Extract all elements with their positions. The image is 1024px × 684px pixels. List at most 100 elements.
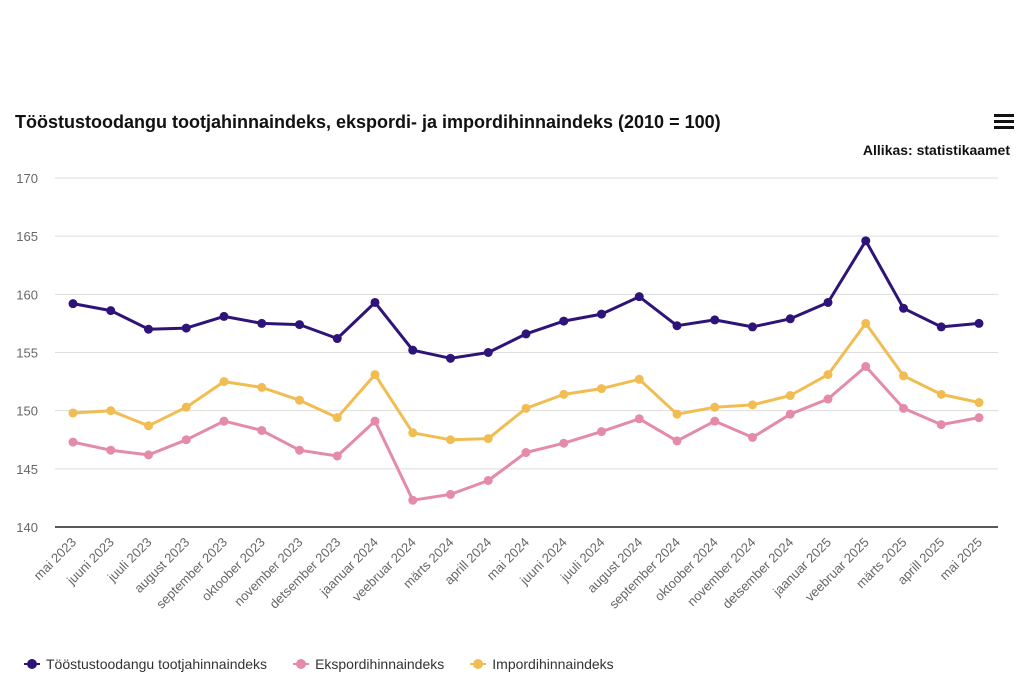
data-point[interactable]: [106, 445, 116, 455]
data-point[interactable]: [68, 408, 78, 418]
y-tick-label: 165: [16, 229, 38, 244]
data-point[interactable]: [785, 391, 795, 401]
data-point[interactable]: [219, 377, 229, 387]
data-point[interactable]: [899, 371, 908, 381]
data-point[interactable]: [332, 451, 342, 461]
legend-swatch: [24, 659, 40, 669]
data-point[interactable]: [936, 322, 946, 332]
data-point[interactable]: [483, 348, 493, 357]
y-tick-label: 145: [16, 462, 38, 477]
data-point[interactable]: [370, 370, 380, 380]
data-point[interactable]: [936, 420, 946, 430]
data-point[interactable]: [68, 437, 78, 447]
data-point[interactable]: [295, 445, 304, 455]
data-point[interactable]: [332, 413, 342, 423]
chart-title: Tööstustoodangu tootjahinnaindeks, ekspo…: [15, 112, 721, 132]
data-point[interactable]: [710, 315, 720, 325]
series-2: [68, 318, 984, 445]
data-point[interactable]: [597, 309, 606, 319]
data-point[interactable]: [672, 321, 682, 331]
data-point[interactable]: [219, 311, 229, 321]
data-point[interactable]: [559, 438, 569, 448]
data-point[interactable]: [521, 329, 531, 339]
data-point[interactable]: [483, 475, 493, 485]
data-point[interactable]: [785, 409, 795, 419]
y-tick-label: 150: [16, 404, 38, 419]
legend-label: Impordihinnaindeks: [492, 656, 614, 672]
data-point[interactable]: [106, 306, 116, 316]
data-point[interactable]: [823, 394, 833, 404]
series-line: [71, 321, 981, 442]
data-point[interactable]: [446, 353, 455, 363]
data-point[interactable]: [181, 435, 191, 445]
data-point[interactable]: [370, 297, 380, 307]
data-point[interactable]: [332, 334, 342, 344]
data-point[interactable]: [295, 395, 304, 405]
data-point[interactable]: [710, 402, 720, 412]
series-1: [68, 361, 984, 505]
data-point[interactable]: [144, 421, 153, 431]
data-point[interactable]: [785, 314, 795, 324]
data-point[interactable]: [861, 318, 871, 328]
series-line: [71, 239, 981, 360]
data-point[interactable]: [446, 489, 455, 499]
data-point[interactable]: [634, 414, 644, 424]
y-tick-label: 140: [16, 520, 38, 535]
data-point[interactable]: [936, 389, 946, 399]
data-point[interactable]: [144, 450, 153, 460]
legend-label: Tööstustoodangu tootjahinnaindeks: [46, 656, 268, 672]
legend-item[interactable]: Ekspordihinnaindeks: [293, 656, 444, 672]
data-point[interactable]: [597, 384, 606, 394]
legend-label: Ekspordihinnaindeks: [315, 656, 445, 672]
data-point[interactable]: [483, 434, 493, 444]
legend-item[interactable]: Impordihinnaindeks: [470, 656, 614, 672]
data-point[interactable]: [899, 303, 908, 313]
series-layer: [68, 236, 984, 505]
data-point[interactable]: [257, 425, 267, 435]
data-point[interactable]: [408, 428, 418, 438]
data-point[interactable]: [672, 409, 682, 419]
hamburger-menu-icon[interactable]: [994, 114, 1014, 132]
data-point[interactable]: [144, 324, 153, 334]
y-tick-label: 160: [16, 287, 38, 302]
data-point[interactable]: [823, 297, 833, 307]
data-point[interactable]: [974, 398, 984, 408]
data-point[interactable]: [521, 403, 531, 413]
data-point[interactable]: [181, 323, 191, 333]
data-point[interactable]: [559, 316, 569, 326]
data-point[interactable]: [559, 389, 569, 399]
source-credit: Allikas: statistikaamet: [862, 142, 1010, 158]
data-point[interactable]: [861, 361, 871, 371]
data-point[interactable]: [370, 416, 380, 426]
data-point[interactable]: [748, 322, 757, 332]
data-point[interactable]: [257, 318, 267, 328]
series-line: [71, 365, 981, 502]
data-point[interactable]: [521, 448, 531, 458]
data-point[interactable]: [899, 403, 908, 413]
data-point[interactable]: [408, 495, 418, 505]
data-point[interactable]: [748, 400, 757, 410]
data-point[interactable]: [68, 299, 78, 309]
data-point[interactable]: [295, 320, 304, 330]
legend-swatch: [293, 659, 310, 669]
data-point[interactable]: [672, 436, 682, 446]
data-point[interactable]: [597, 427, 606, 437]
data-point[interactable]: [446, 435, 455, 445]
legend-item[interactable]: Tööstustoodangu tootjahinnaindeks: [24, 656, 267, 672]
data-point[interactable]: [181, 402, 191, 412]
data-point[interactable]: [634, 292, 644, 302]
data-point[interactable]: [974, 318, 984, 328]
data-point[interactable]: [823, 370, 833, 380]
data-point[interactable]: [106, 406, 116, 416]
data-point[interactable]: [974, 413, 984, 423]
data-point[interactable]: [634, 374, 644, 384]
y-tick-label: 170: [16, 171, 38, 186]
data-point[interactable]: [257, 382, 267, 392]
data-point[interactable]: [710, 416, 720, 426]
data-point[interactable]: [408, 345, 418, 355]
data-point[interactable]: [219, 416, 229, 426]
data-point[interactable]: [748, 432, 757, 442]
data-point[interactable]: [861, 236, 871, 246]
